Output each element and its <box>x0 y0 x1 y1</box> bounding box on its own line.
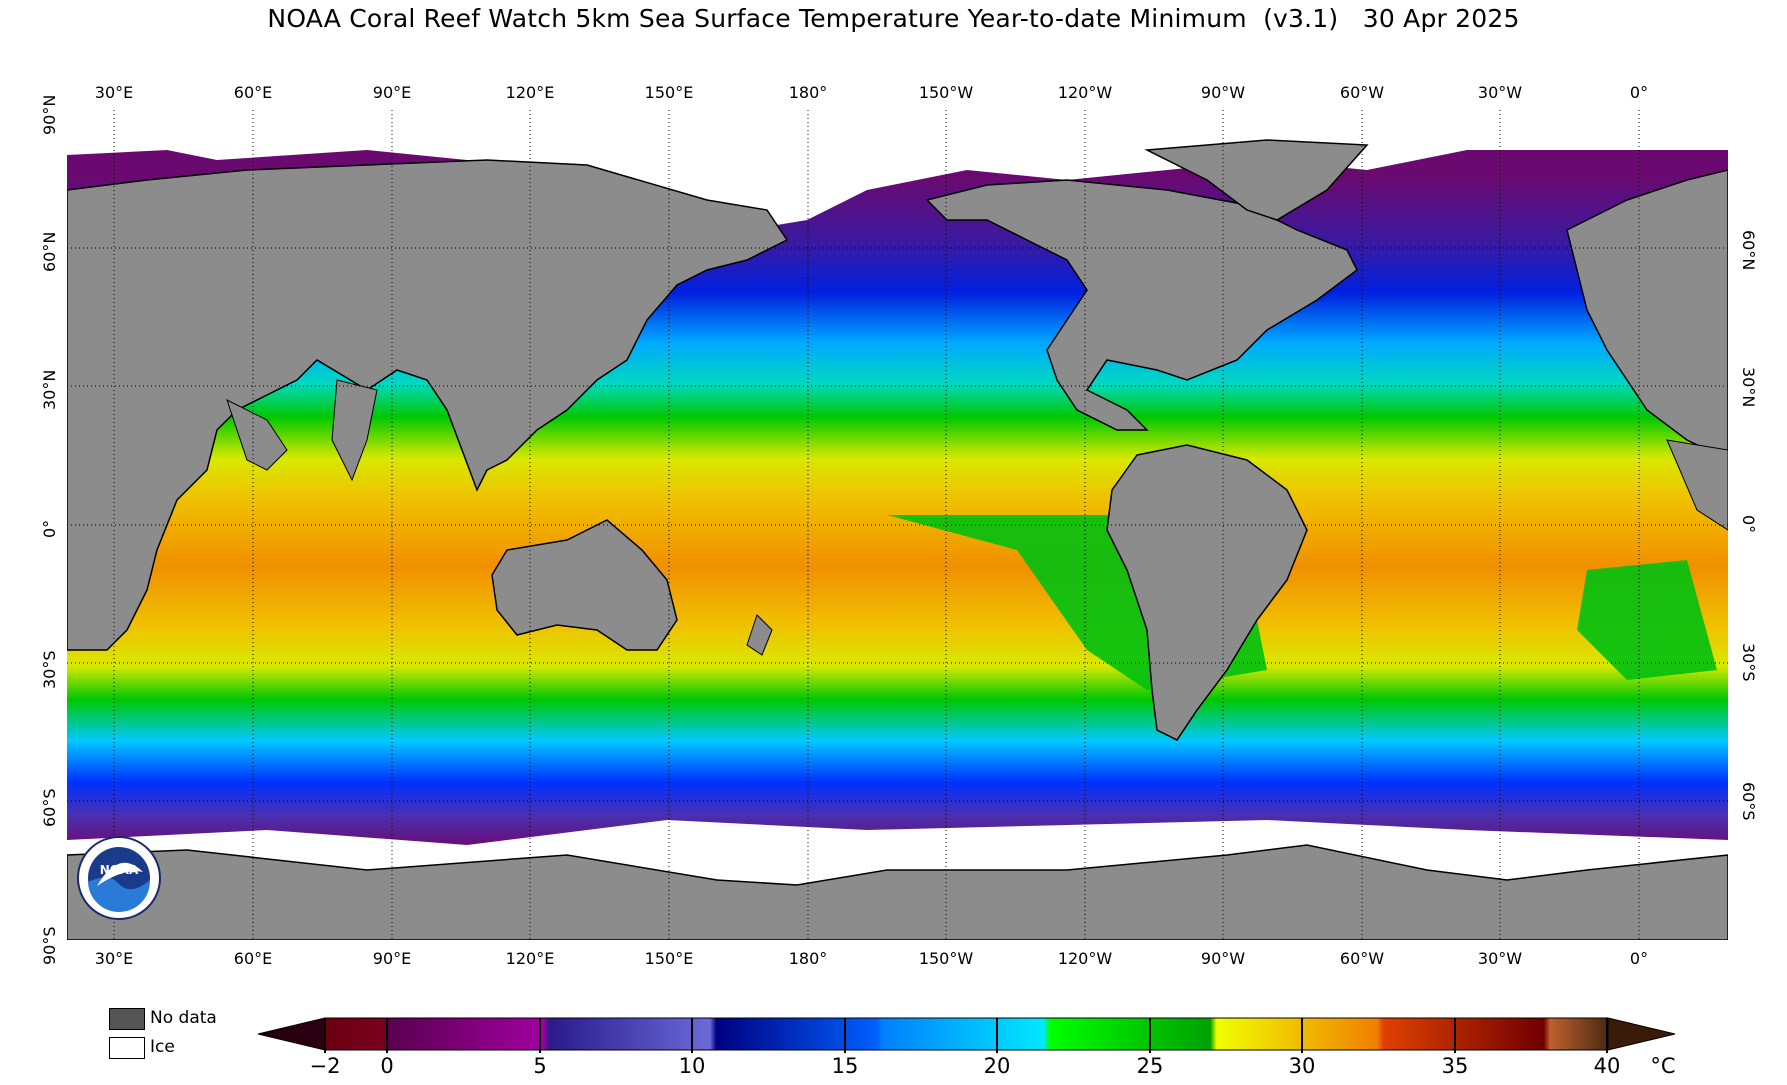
lon-tick: 120°E <box>505 83 555 102</box>
colorbar-label: 5 <box>533 1054 547 1078</box>
lon-tick: 30°W <box>1477 949 1523 968</box>
colorbar-min-arrow <box>257 1017 326 1051</box>
colorbar-tick <box>324 1018 326 1053</box>
lat-tick: 0° <box>40 519 59 538</box>
eurasia-africa <box>67 159 789 651</box>
graticule <box>67 110 1728 940</box>
lat-tick: 60°N <box>40 231 59 272</box>
lon-tick: 180° <box>788 949 828 968</box>
lat-tick: 60°S <box>1739 782 1758 821</box>
lon-tick: 180° <box>788 83 828 102</box>
noaa-logo: NOAA <box>77 836 161 920</box>
lon-tick: 90°W <box>1200 949 1246 968</box>
lon-tick: 60°W <box>1339 83 1385 102</box>
lat-tick: 90°S <box>40 926 59 965</box>
colorbar-label: 15 <box>831 1054 859 1078</box>
colorbar-svg <box>257 1017 1676 1051</box>
lon-tick: 120°W <box>1057 949 1113 968</box>
colorbar-label: 10 <box>678 1054 706 1078</box>
lon-tick: 0° <box>1629 83 1649 102</box>
lat-tick: 30°S <box>1739 643 1758 682</box>
south-atlantic-cool-region <box>1577 560 1717 680</box>
lon-tick: 90°E <box>372 949 412 968</box>
lon-tick: 120°E <box>505 949 555 968</box>
arctic-ice <box>67 110 1728 230</box>
lat-tick: 30°N <box>1739 367 1758 408</box>
colorbar-label: 25 <box>1136 1054 1164 1078</box>
lon-tick: 150°W <box>918 83 974 102</box>
sst-map: NOAA <box>67 110 1728 940</box>
sst-map-svg: NOAA <box>67 110 1728 940</box>
west-africa <box>1666 439 1728 531</box>
colorbar-tick <box>1149 1018 1151 1053</box>
no-data-label: No data <box>150 1008 217 1028</box>
lon-tick: 150°E <box>644 949 694 968</box>
colorbar-tick <box>844 1018 846 1053</box>
colorbar-tick <box>691 1018 693 1053</box>
no-data-swatch <box>109 1008 145 1030</box>
lon-tick: 30°E <box>94 83 134 102</box>
colorbar-label: 0 <box>380 1054 394 1078</box>
south-america <box>1106 444 1308 741</box>
lon-tick: 150°W <box>918 949 974 968</box>
australia <box>491 519 678 651</box>
new-zealand <box>746 614 773 656</box>
lon-tick: 60°E <box>233 949 273 968</box>
colorbar-tick <box>539 1018 541 1053</box>
antarctica <box>67 844 1728 940</box>
lat-tick: 30°S <box>40 650 59 689</box>
lon-tick: 120°W <box>1057 83 1113 102</box>
colorbar-label: 20 <box>983 1054 1011 1078</box>
colorbar-max-arrow <box>1607 1017 1676 1051</box>
lat-tick: 30°N <box>40 369 59 410</box>
lon-tick: 30°E <box>94 949 134 968</box>
colorbar-label: 40 <box>1593 1054 1621 1078</box>
ice-label: Ice <box>150 1037 175 1057</box>
greenland <box>1144 139 1369 221</box>
lat-tick: 60°N <box>1739 230 1758 271</box>
europe-west-africa <box>1566 169 1728 461</box>
lon-tick: 0° <box>1629 949 1649 968</box>
lat-tick: 90°N <box>40 94 59 135</box>
lon-tick: 150°E <box>644 83 694 102</box>
lon-tick: 90°W <box>1200 83 1246 102</box>
lon-tick: 60°E <box>233 83 273 102</box>
colorbar-tick <box>996 1018 998 1053</box>
colorbar-tick <box>386 1018 388 1053</box>
arabian-peninsula <box>226 399 288 471</box>
lat-tick: 0° <box>1739 515 1758 534</box>
colorbar-tick <box>1301 1018 1303 1053</box>
colorbar-tick <box>1606 1018 1608 1053</box>
colorbar-gradient <box>324 1017 1609 1051</box>
lat-tick: 60°S <box>40 788 59 827</box>
ice-swatch <box>109 1037 145 1059</box>
lon-tick: 30°W <box>1477 83 1523 102</box>
noaa-logo-text: NOAA <box>100 863 139 877</box>
lon-tick: 60°W <box>1339 949 1385 968</box>
lon-tick: 90°E <box>372 83 412 102</box>
colorbar-label: −2 <box>309 1054 341 1078</box>
map-title: NOAA Coral Reef Watch 5km Sea Surface Te… <box>267 4 1520 33</box>
colorbar-tick <box>1454 1018 1456 1053</box>
colorbar-label: 35 <box>1441 1054 1469 1078</box>
indian-subcontinent <box>331 379 378 482</box>
colorbar-unit: °C <box>1650 1054 1676 1078</box>
colorbar-label: 30 <box>1288 1054 1316 1078</box>
